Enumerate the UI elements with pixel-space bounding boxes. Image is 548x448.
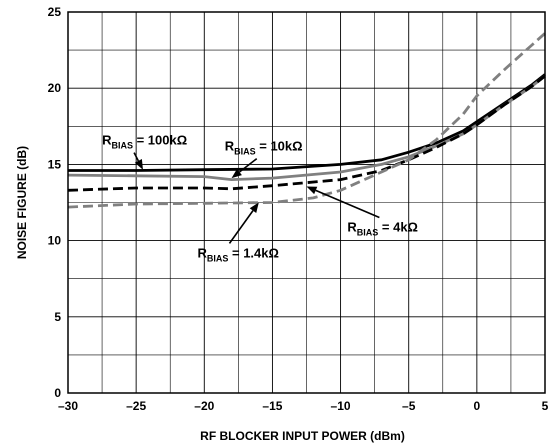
y-tick-label: 0 — [54, 386, 61, 400]
annotation-arrowhead-4 — [249, 202, 259, 213]
plot-frame — [67, 11, 546, 394]
series-line-2 — [67, 74, 546, 181]
y-axis-title: NOISE FIGURE (dB) — [15, 146, 29, 259]
annotation-label-4: RBIAS = 1.4kΩ — [197, 245, 278, 263]
y-tick-label: 10 — [48, 234, 62, 248]
x-tick-label: 5 — [542, 399, 548, 413]
y-tick-label: 5 — [54, 310, 61, 324]
series-line-3 — [67, 74, 546, 192]
grid — [67, 11, 546, 394]
annotation-arrow-line-3 — [315, 189, 380, 219]
annotation-arrow-line-2 — [238, 158, 258, 173]
x-tick-label: 0 — [474, 399, 481, 413]
series-annotations: RBIAS = 100kΩ RBIAS = 10kΩ RBIAS = 4kΩ RBIA… — [102, 133, 418, 264]
annotation-arrowhead-1 — [134, 159, 143, 170]
annotation-arrow-line-4 — [228, 210, 254, 244]
annotation-label-3: RBIAS = 4kΩ — [347, 219, 418, 237]
x-tick-label: –10 — [331, 399, 351, 413]
x-axis-title: RF BLOCKER INPUT POWER (dBm) — [200, 429, 405, 443]
y-tick-label: 20 — [48, 81, 62, 95]
series-line-4 — [67, 32, 546, 209]
x-tick-label: –30 — [58, 399, 78, 413]
y-tick-labels: 0 5 10 15 20 25 — [48, 5, 62, 400]
annotation-arrowhead-3 — [306, 186, 318, 195]
y-tick-label: 15 — [48, 157, 62, 171]
x-tick-labels: –30 –25 –20 –15 –10 –5 0 5 — [58, 399, 548, 413]
annotation-label-2: RBIAS = 10kΩ — [225, 139, 303, 157]
annotation-arrowhead-2 — [231, 168, 242, 179]
y-tick-label: 25 — [48, 5, 62, 19]
x-tick-label: –25 — [126, 399, 146, 413]
x-tick-label: –15 — [262, 399, 282, 413]
x-tick-label: –20 — [194, 399, 214, 413]
annotation-label-1: RBIAS = 100kΩ — [102, 133, 187, 151]
x-tick-label: –5 — [402, 399, 416, 413]
series-lines — [67, 32, 546, 209]
annotation-arrow-line-1 — [133, 152, 140, 162]
